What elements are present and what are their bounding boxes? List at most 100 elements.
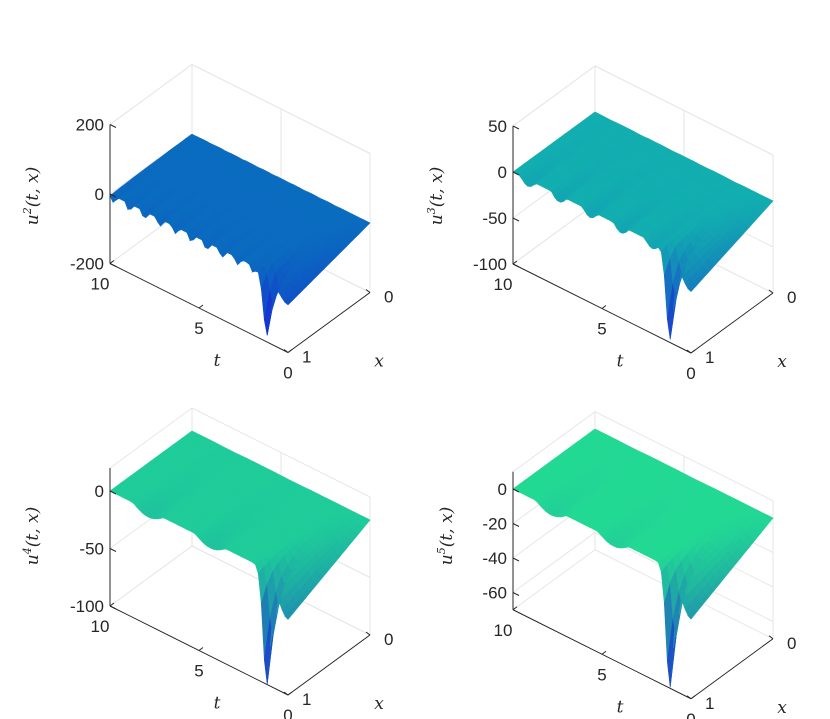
z-tick: [512, 217, 520, 222]
x-tick: [686, 695, 692, 700]
x-tick: [768, 635, 774, 640]
t-tick-label: 10: [91, 617, 110, 636]
t-tick-label: 5: [597, 665, 606, 684]
x-tick-label: 1: [302, 690, 311, 709]
z-label-args: (t, x): [437, 507, 457, 548]
z-axis-label: u4(t, x): [21, 507, 43, 565]
z-tick-label: -100: [473, 255, 507, 274]
z-label-exp: 2: [21, 207, 34, 215]
z-tick-label: 0: [498, 163, 507, 182]
z-gridline: [109, 545, 371, 636]
t-tick-label: 5: [194, 319, 203, 338]
z-label-exp: 3: [425, 207, 438, 214]
z-tick: [512, 592, 520, 596]
t-tick-label: 0: [283, 706, 292, 719]
x-tick: [283, 349, 289, 353]
x-tick: [283, 691, 289, 696]
t-axis-label: t: [214, 351, 221, 371]
z-label-exp: 5: [435, 547, 448, 554]
z-tick: [512, 171, 520, 176]
back-edge: [109, 407, 193, 469]
z-axis-label: u5(t, x): [435, 507, 457, 565]
t-axis-label: t: [617, 697, 624, 717]
t-tick-label: 0: [686, 364, 695, 383]
surface-patch: [360, 221, 371, 230]
z-tick-label: -40: [482, 549, 507, 568]
z-tick-label: 200: [76, 116, 104, 135]
z-tick: [109, 263, 117, 267]
z-tick-label: 0: [498, 480, 507, 499]
t-tick: [109, 602, 115, 607]
x-tick: [365, 631, 371, 636]
surface-panel-4: 0-20-40-60105010txu5(t, x): [435, 411, 796, 719]
x-axis-label: x: [777, 352, 787, 372]
z-tick: [512, 523, 520, 527]
z-tick: [109, 548, 117, 552]
x-axis-label: x: [777, 698, 787, 718]
t-tick-label: 0: [283, 364, 292, 383]
x-axis: [287, 634, 371, 696]
z-label-args: (t, x): [23, 167, 43, 208]
x-tick-label: 0: [384, 630, 393, 649]
z-tick-label: -100: [70, 597, 104, 616]
z-tick: [512, 125, 520, 130]
t-tick-label: 0: [686, 710, 695, 719]
t-tick: [287, 691, 293, 696]
z-label-base: u: [23, 554, 43, 565]
z-gridline: [109, 63, 371, 154]
z-tick-label: -60: [482, 584, 507, 603]
t-tick: [198, 304, 204, 309]
z-tick: [512, 557, 520, 562]
z-axis-label: u2(t, x): [21, 167, 43, 225]
surface-patch: [763, 516, 774, 526]
t-axis-label: t: [214, 694, 221, 714]
t-tick: [601, 650, 607, 655]
z-label-exp: 4: [21, 547, 34, 555]
z-label-base: u: [437, 554, 457, 565]
surface-patch: [360, 518, 371, 528]
x-axis: [690, 292, 774, 354]
x-tick: [768, 289, 774, 294]
x-tick-label: 1: [705, 694, 714, 713]
z-tick-label: -20: [482, 515, 507, 534]
t-tick: [601, 305, 607, 309]
z-tick-label: 0: [95, 185, 104, 204]
z-tick-label: -200: [70, 255, 104, 274]
z-axis-label: u3(t, x): [425, 167, 447, 225]
x-axis-label: x: [374, 694, 384, 714]
t-tick: [287, 349, 293, 353]
t-tick: [109, 260, 115, 264]
t-tick: [512, 606, 518, 611]
z-tick: [512, 488, 520, 493]
x-axis: [287, 292, 371, 353]
t-tick: [512, 260, 518, 265]
t-tick-label: 5: [194, 662, 203, 681]
x-tick-label: 0: [787, 634, 796, 653]
z-label-args: (t, x): [23, 507, 43, 548]
t-tick-label: 10: [494, 275, 513, 294]
x-tick-label: 0: [384, 288, 393, 307]
t-tick-label: 10: [91, 275, 110, 294]
x-axis: [690, 638, 774, 700]
t-tick-label: 5: [597, 320, 606, 339]
surface-mesh: [109, 133, 371, 336]
surface-mesh: [512, 111, 774, 340]
z-tick-label: 0: [95, 482, 104, 501]
x-tick: [686, 349, 692, 354]
x-tick-label: 1: [302, 348, 311, 367]
x-tick-label: 0: [787, 288, 796, 307]
z-gridline: [512, 531, 774, 622]
x-axis-label: x: [374, 352, 384, 372]
x-tick-label: 1: [705, 348, 714, 367]
t-tick: [198, 647, 204, 651]
surface-mesh: [512, 428, 774, 688]
z-tick: [109, 490, 117, 495]
z-label-base: u: [427, 214, 447, 225]
z-label-base: u: [23, 214, 43, 225]
surface-mesh: [109, 430, 371, 685]
z-tick-label: -50: [79, 540, 104, 559]
